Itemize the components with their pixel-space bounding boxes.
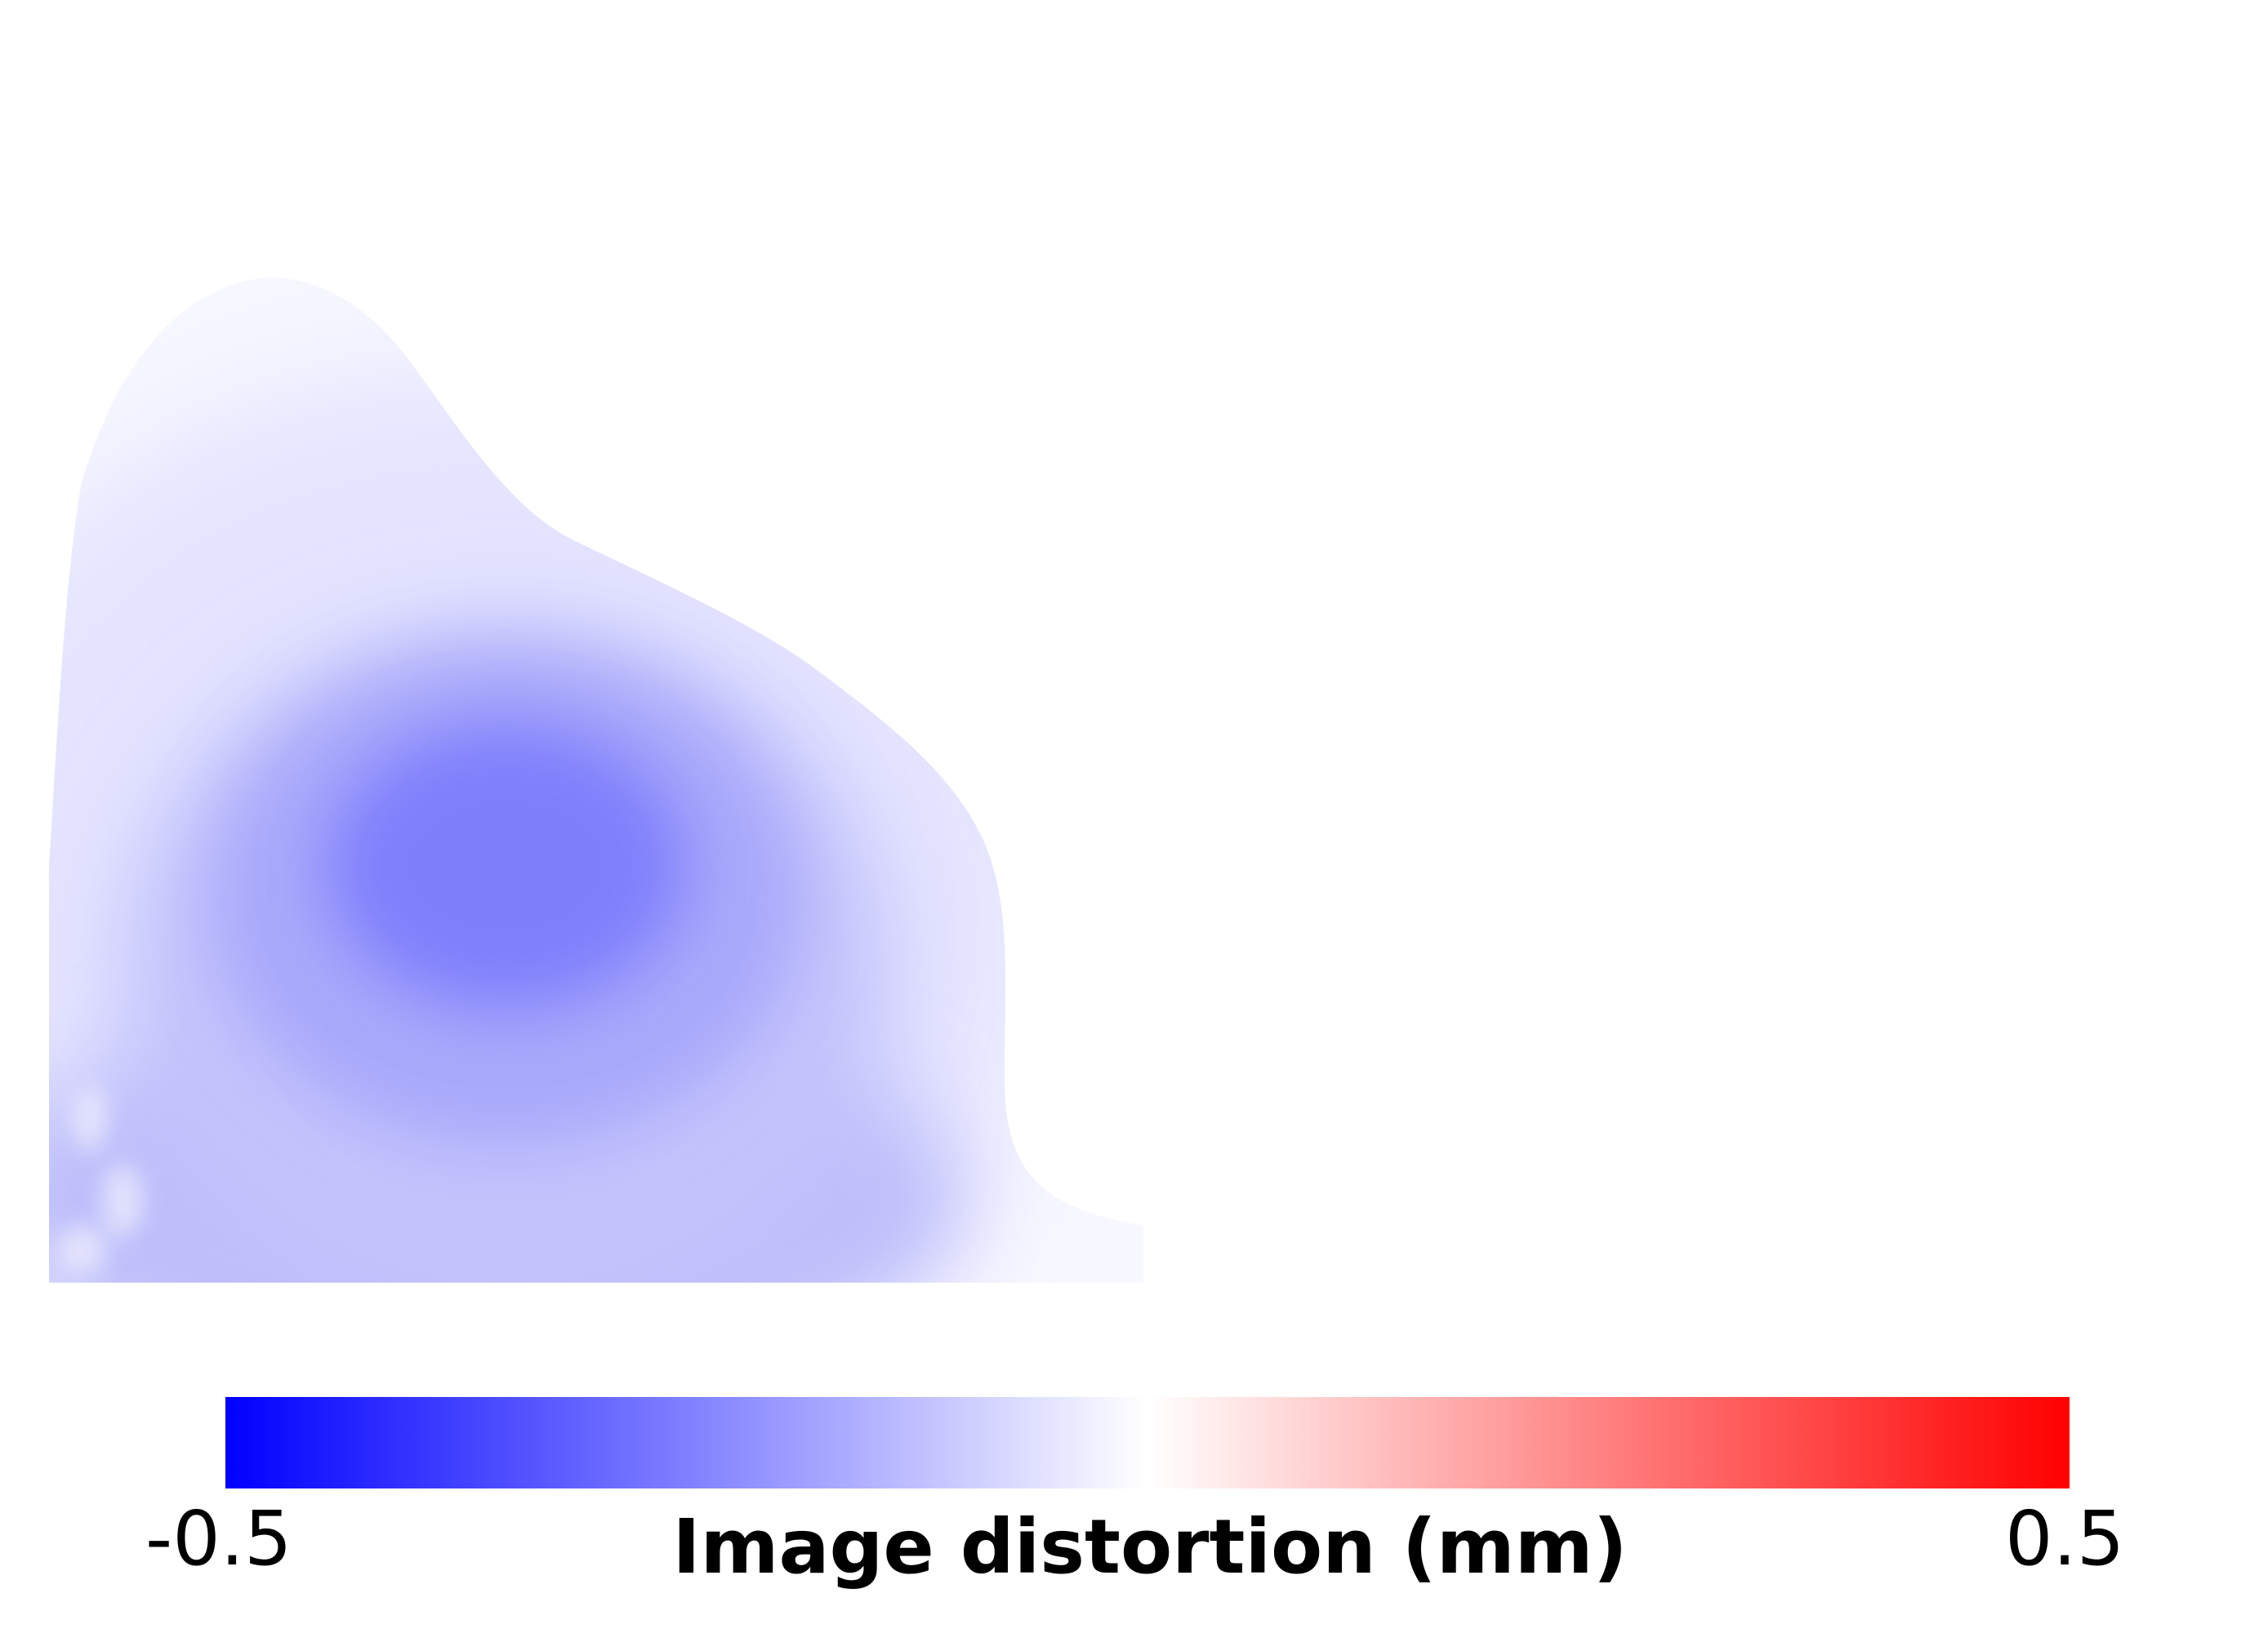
heatmap-peak bbox=[327, 723, 686, 1009]
colorbar-label: Image distortion (mm) bbox=[672, 1503, 1628, 1591]
colorbar-gradient bbox=[225, 1397, 2070, 1488]
colorbar-min-tick-label: -0.5 bbox=[145, 1495, 292, 1582]
colorbar-max-tick-label: 0.5 bbox=[2005, 1495, 2125, 1582]
distortion-heatmap-svg bbox=[49, 278, 1143, 1283]
distortion-heatmap bbox=[49, 114, 1143, 1283]
colorbar bbox=[225, 1397, 2070, 1488]
heatmap-speckles bbox=[57, 1087, 143, 1274]
